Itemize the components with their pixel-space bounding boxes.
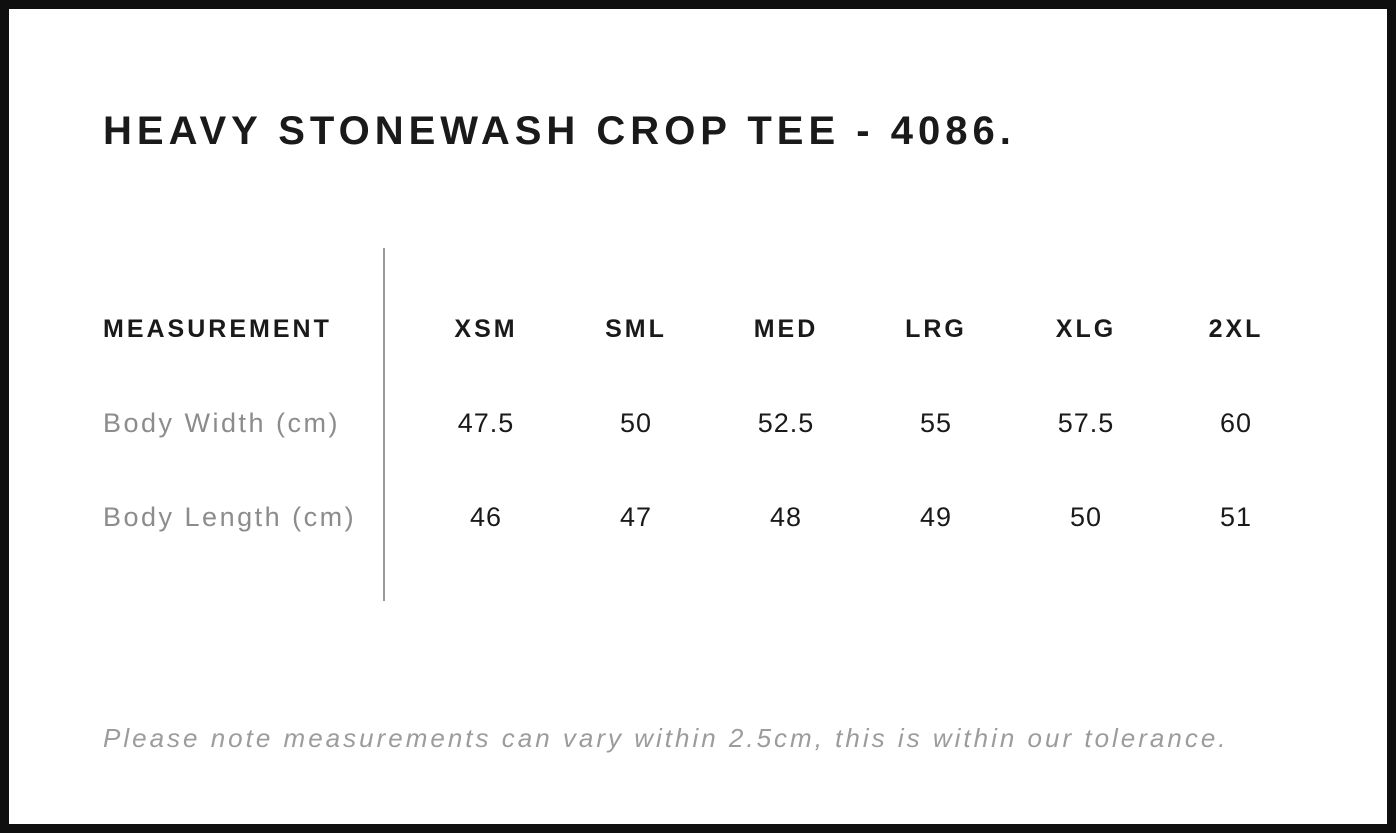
body-length-xlg: 50 — [1069, 502, 1103, 532]
body-width-xlg: 57.5 — [1057, 408, 1115, 438]
column-header-med: MED — [753, 315, 819, 343]
body-length-sml: 47 — [619, 502, 653, 532]
body-width-2xl: 60 — [1219, 408, 1253, 438]
body-length-lrg: 49 — [919, 502, 953, 532]
body-length-med: 48 — [769, 502, 803, 532]
page-title: HEAVY STONEWASH CROP TEE - 4086. — [103, 109, 1016, 153]
body-width-xsm: 47.5 — [457, 408, 515, 438]
body-width-lrg: 55 — [919, 408, 953, 438]
tolerance-note: Please note measurements can vary within… — [103, 723, 1229, 753]
column-header-xlg: XLG — [1055, 315, 1117, 343]
column-header-lrg: LRG — [905, 315, 967, 343]
table-row-body-length: Body Length (cm) 46 47 48 49 50 51 — [103, 502, 1311, 533]
row-label-body-length: Body Length (cm) — [103, 502, 357, 532]
column-header-measurement: MEASUREMENT — [103, 315, 332, 343]
column-header-sml: SML — [605, 315, 667, 343]
vertical-divider — [383, 248, 385, 601]
body-length-xsm: 46 — [469, 502, 503, 532]
body-width-med: 52.5 — [757, 408, 815, 438]
size-table-header-row: MEASUREMENT XSM SML MED LRG XLG 2XL — [103, 315, 1311, 344]
body-width-sml: 50 — [619, 408, 653, 438]
column-header-xsm: XSM — [454, 315, 518, 343]
body-length-2xl: 51 — [1219, 502, 1253, 532]
column-header-2xl: 2XL — [1208, 315, 1264, 343]
table-row-body-width: Body Width (cm) 47.5 50 52.5 55 57.5 60 — [103, 408, 1311, 439]
row-label-body-width: Body Width (cm) — [103, 408, 341, 438]
